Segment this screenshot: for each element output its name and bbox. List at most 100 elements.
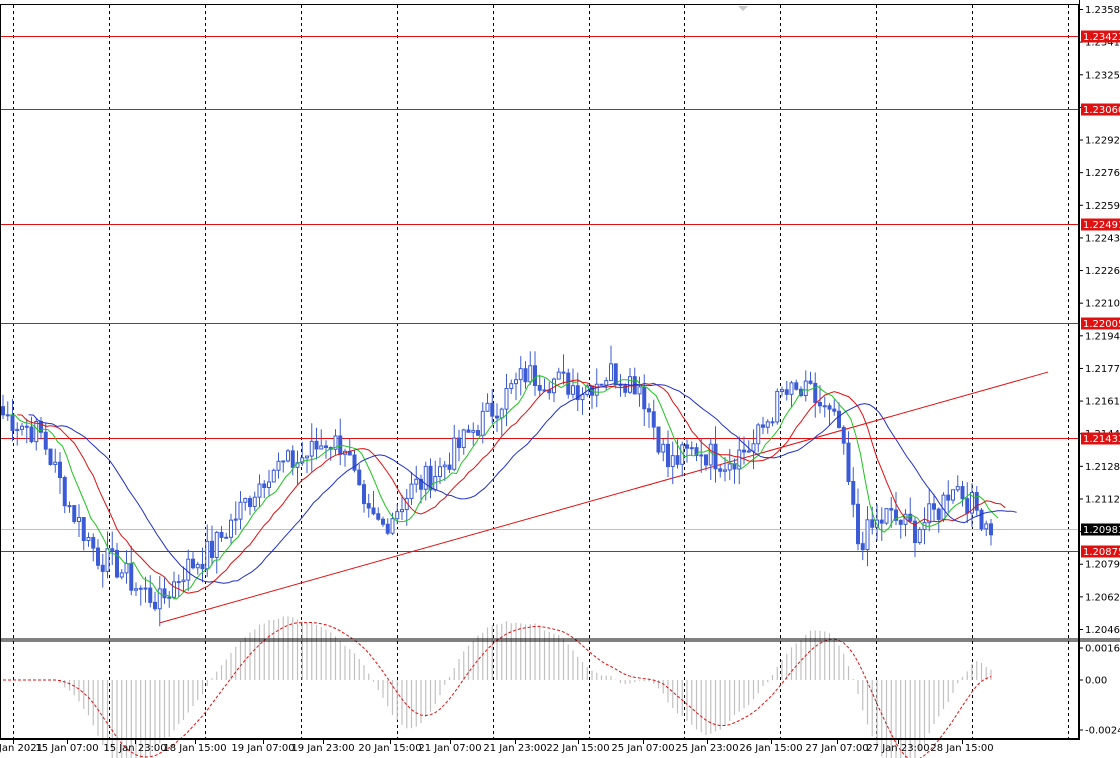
candle-body bbox=[670, 455, 675, 467]
candle-body bbox=[414, 478, 419, 485]
candle-body bbox=[333, 435, 338, 450]
candle-body bbox=[965, 498, 970, 514]
candle-body bbox=[841, 426, 846, 444]
candle-body bbox=[756, 424, 761, 445]
candle-body bbox=[808, 380, 813, 384]
x-tick-label: 15 Jan 07:00 bbox=[35, 743, 98, 754]
candle-body bbox=[100, 564, 105, 572]
candle-body bbox=[552, 378, 556, 394]
candle-body bbox=[376, 513, 381, 520]
candle-body bbox=[518, 368, 523, 381]
candle-body bbox=[675, 455, 680, 465]
candle-body bbox=[119, 572, 124, 578]
candle-body bbox=[205, 540, 210, 570]
candle-body bbox=[860, 543, 865, 551]
candle-body bbox=[822, 405, 827, 408]
candle-body bbox=[694, 447, 699, 456]
level-label-box bbox=[1081, 30, 1120, 43]
indicator-axis: 0.001632 0.00 -0.002430 bbox=[1079, 644, 1120, 737]
candle-body bbox=[252, 496, 257, 507]
candle-body bbox=[195, 563, 200, 569]
x-tick-label: 14 Jan 2021 bbox=[0, 743, 43, 754]
candle-body bbox=[751, 443, 756, 452]
candle-body bbox=[908, 513, 913, 522]
candle-body bbox=[970, 492, 974, 514]
candle-body bbox=[699, 454, 704, 457]
candle-body bbox=[409, 483, 414, 499]
candle-body bbox=[186, 558, 191, 581]
x-tick-label: 15 Jan 23:00 bbox=[103, 743, 166, 754]
candle-body bbox=[62, 476, 67, 507]
candle-body bbox=[48, 448, 53, 465]
candle-body bbox=[794, 382, 799, 390]
x-tick-label: 18 Jan 15:00 bbox=[163, 743, 226, 754]
candle-body bbox=[770, 421, 775, 424]
candle-body bbox=[979, 509, 984, 530]
candle-body bbox=[153, 601, 157, 610]
candle-body bbox=[746, 450, 751, 453]
candle-body bbox=[837, 410, 841, 428]
candle-body bbox=[537, 384, 542, 391]
grid-lines bbox=[13, 5, 1069, 739]
y-tick-label: 1.21120 bbox=[1085, 494, 1120, 505]
x-tick-label: 25 Jan 23:00 bbox=[675, 743, 738, 754]
candle-body bbox=[528, 365, 533, 383]
y-tick-label: 1.21775 bbox=[1085, 364, 1120, 375]
candle-body bbox=[927, 503, 932, 524]
candle-body bbox=[357, 469, 362, 486]
candle-body bbox=[476, 430, 480, 436]
candle-body bbox=[58, 461, 62, 478]
x-tick-label: 20 Jan 15:00 bbox=[358, 743, 421, 754]
y-tick-label: 1.22430 bbox=[1085, 233, 1120, 244]
candle-body bbox=[371, 507, 376, 515]
candle-body bbox=[176, 581, 181, 584]
candle-body bbox=[381, 518, 385, 525]
candle-body bbox=[447, 464, 452, 470]
candle-body bbox=[955, 486, 960, 491]
candle-body bbox=[143, 587, 148, 590]
candle-body bbox=[267, 481, 271, 488]
x-tick-label: 21 Jan 07:00 bbox=[418, 743, 481, 754]
candle-body bbox=[960, 486, 965, 500]
candle-body bbox=[319, 445, 324, 450]
trendline-group bbox=[159, 371, 1049, 624]
candle-body bbox=[713, 443, 718, 470]
candle-body bbox=[870, 519, 875, 528]
candle-body bbox=[67, 505, 72, 508]
candle-body bbox=[286, 450, 290, 462]
candle-body bbox=[989, 523, 993, 536]
candle-body bbox=[661, 443, 666, 453]
candle-body bbox=[832, 408, 837, 412]
candle-body bbox=[138, 587, 143, 590]
candle-body bbox=[974, 492, 979, 511]
candle-body bbox=[86, 537, 91, 542]
y-tick-label: 1.22920 bbox=[1085, 136, 1120, 147]
shift-marker-icon[interactable] bbox=[738, 6, 748, 11]
x-tick-label: 25 Jan 07:00 bbox=[611, 743, 674, 754]
candle-body bbox=[238, 501, 243, 520]
x-tick-label: 19 Jan 23:00 bbox=[291, 743, 354, 754]
candle-body bbox=[984, 523, 989, 530]
candle-body bbox=[898, 519, 903, 525]
level-label-box bbox=[1081, 432, 1120, 445]
candle-body bbox=[191, 558, 195, 569]
y2-tick-label: 0.00 bbox=[1085, 676, 1107, 687]
candle-body bbox=[789, 382, 794, 395]
current-price-box bbox=[1081, 523, 1120, 536]
candle-body bbox=[20, 425, 24, 430]
level-label: 1.21433 bbox=[1083, 434, 1120, 445]
candle-body bbox=[200, 563, 205, 570]
moving-averages bbox=[10, 375, 1017, 600]
candle-body bbox=[803, 380, 808, 396]
candle-body bbox=[53, 461, 58, 465]
candle-body bbox=[219, 531, 224, 538]
x-tick-label: 22 Jan 15:00 bbox=[546, 743, 609, 754]
candle-body bbox=[81, 517, 86, 542]
candle-body bbox=[115, 549, 119, 578]
candle-body bbox=[172, 581, 176, 598]
y-tick-label: 1.21610 bbox=[1085, 397, 1120, 408]
candle-body bbox=[324, 445, 328, 449]
x-tick-label: 19 Jan 07:00 bbox=[231, 743, 294, 754]
